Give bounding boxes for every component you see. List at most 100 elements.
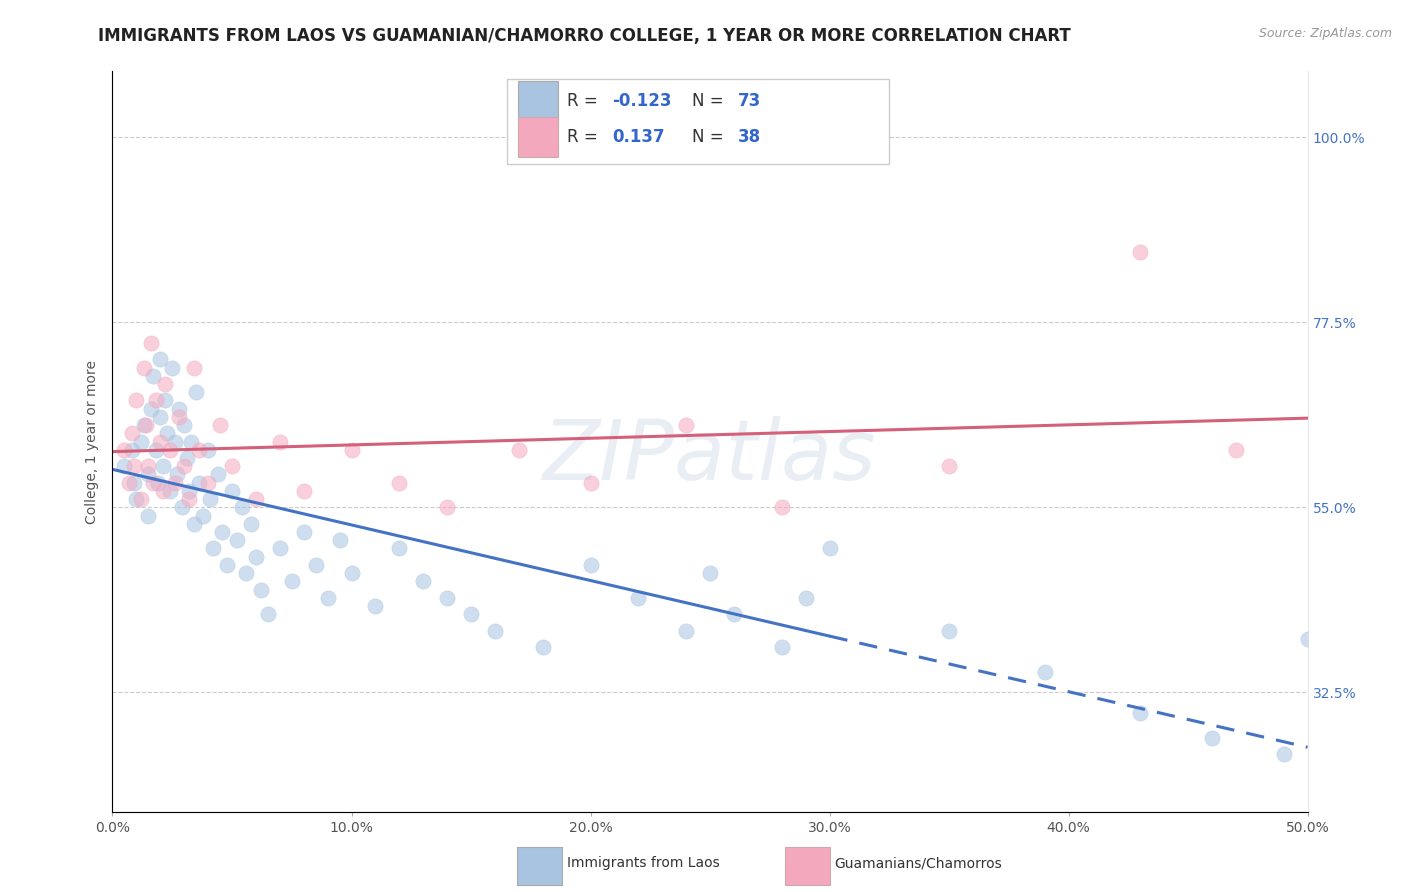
- Point: [770, 640, 793, 655]
- Point: [579, 558, 602, 572]
- FancyBboxPatch shape: [517, 81, 558, 121]
- Point: [114, 442, 135, 457]
- Point: [364, 599, 387, 613]
- Point: [770, 500, 793, 515]
- Point: [412, 574, 434, 589]
- Text: 73: 73: [738, 92, 761, 110]
- Point: [132, 418, 155, 433]
- Point: [142, 475, 165, 490]
- Point: [1201, 731, 1223, 745]
- Point: [340, 566, 363, 581]
- Point: [231, 500, 253, 515]
- Point: [166, 467, 188, 482]
- Point: [217, 558, 239, 572]
- Point: [197, 475, 219, 490]
- Text: Immigrants from Laos: Immigrants from Laos: [567, 856, 720, 871]
- Point: [388, 475, 411, 490]
- Text: N =: N =: [692, 128, 728, 145]
- Point: [225, 533, 247, 548]
- Point: [1296, 632, 1319, 646]
- Point: [121, 426, 143, 441]
- Point: [1272, 747, 1295, 761]
- Point: [207, 467, 229, 482]
- Point: [129, 434, 152, 449]
- Point: [340, 442, 363, 457]
- Point: [723, 607, 745, 622]
- Point: [1129, 706, 1152, 720]
- Point: [180, 434, 202, 449]
- Point: [121, 442, 143, 457]
- Point: [187, 442, 209, 457]
- Point: [675, 624, 697, 638]
- Point: [794, 591, 817, 605]
- Point: [1129, 245, 1152, 260]
- Point: [627, 591, 650, 605]
- Point: [169, 409, 191, 424]
- Point: [388, 541, 411, 556]
- Point: [135, 418, 157, 433]
- Point: [152, 459, 174, 474]
- Text: -0.123: -0.123: [612, 92, 672, 110]
- Point: [138, 508, 160, 523]
- Point: [200, 492, 222, 507]
- Point: [159, 442, 181, 457]
- Point: [156, 426, 179, 441]
- Point: [201, 541, 224, 556]
- Point: [292, 483, 315, 498]
- Point: [460, 607, 482, 622]
- Point: [170, 500, 193, 515]
- Point: [149, 409, 172, 424]
- Point: [436, 500, 458, 515]
- Point: [176, 450, 198, 465]
- Point: [118, 475, 141, 490]
- Point: [235, 566, 257, 581]
- Point: [162, 360, 183, 375]
- Point: [114, 459, 135, 474]
- Point: [173, 418, 195, 433]
- Point: [240, 516, 263, 531]
- Point: [177, 483, 200, 498]
- Point: [138, 459, 160, 474]
- Point: [163, 475, 186, 490]
- Text: Source: ZipAtlas.com: Source: ZipAtlas.com: [1258, 27, 1392, 40]
- Point: [292, 524, 315, 539]
- Point: [145, 393, 167, 408]
- Point: [139, 401, 162, 416]
- Point: [146, 475, 169, 490]
- Point: [938, 459, 960, 474]
- Text: R =: R =: [567, 128, 607, 145]
- Point: [183, 360, 205, 375]
- Point: [211, 524, 233, 539]
- Point: [149, 434, 172, 449]
- Text: ZIPatlas: ZIPatlas: [543, 416, 877, 497]
- Point: [281, 574, 304, 589]
- Text: 38: 38: [738, 128, 761, 145]
- Y-axis label: College, 1 year or more: College, 1 year or more: [86, 359, 100, 524]
- Point: [153, 393, 176, 408]
- Point: [579, 475, 602, 490]
- Point: [125, 492, 148, 507]
- Point: [938, 624, 960, 638]
- Point: [125, 393, 148, 408]
- Point: [305, 558, 328, 572]
- Point: [245, 549, 267, 564]
- Point: [269, 541, 291, 556]
- Point: [508, 442, 530, 457]
- Point: [197, 442, 219, 457]
- Point: [138, 467, 160, 482]
- Point: [132, 360, 155, 375]
- Text: IMMIGRANTS FROM LAOS VS GUAMANIAN/CHAMORRO COLLEGE, 1 YEAR OR MORE CORRELATION C: IMMIGRANTS FROM LAOS VS GUAMANIAN/CHAMOR…: [98, 27, 1071, 45]
- Point: [329, 533, 352, 548]
- Point: [163, 434, 186, 449]
- Point: [675, 418, 697, 433]
- Point: [139, 335, 162, 350]
- Point: [153, 376, 176, 391]
- Point: [249, 582, 271, 597]
- Point: [159, 483, 181, 498]
- Point: [818, 541, 841, 556]
- Point: [699, 566, 721, 581]
- Point: [221, 459, 243, 474]
- Point: [269, 434, 291, 449]
- Point: [177, 492, 200, 507]
- Point: [209, 418, 232, 433]
